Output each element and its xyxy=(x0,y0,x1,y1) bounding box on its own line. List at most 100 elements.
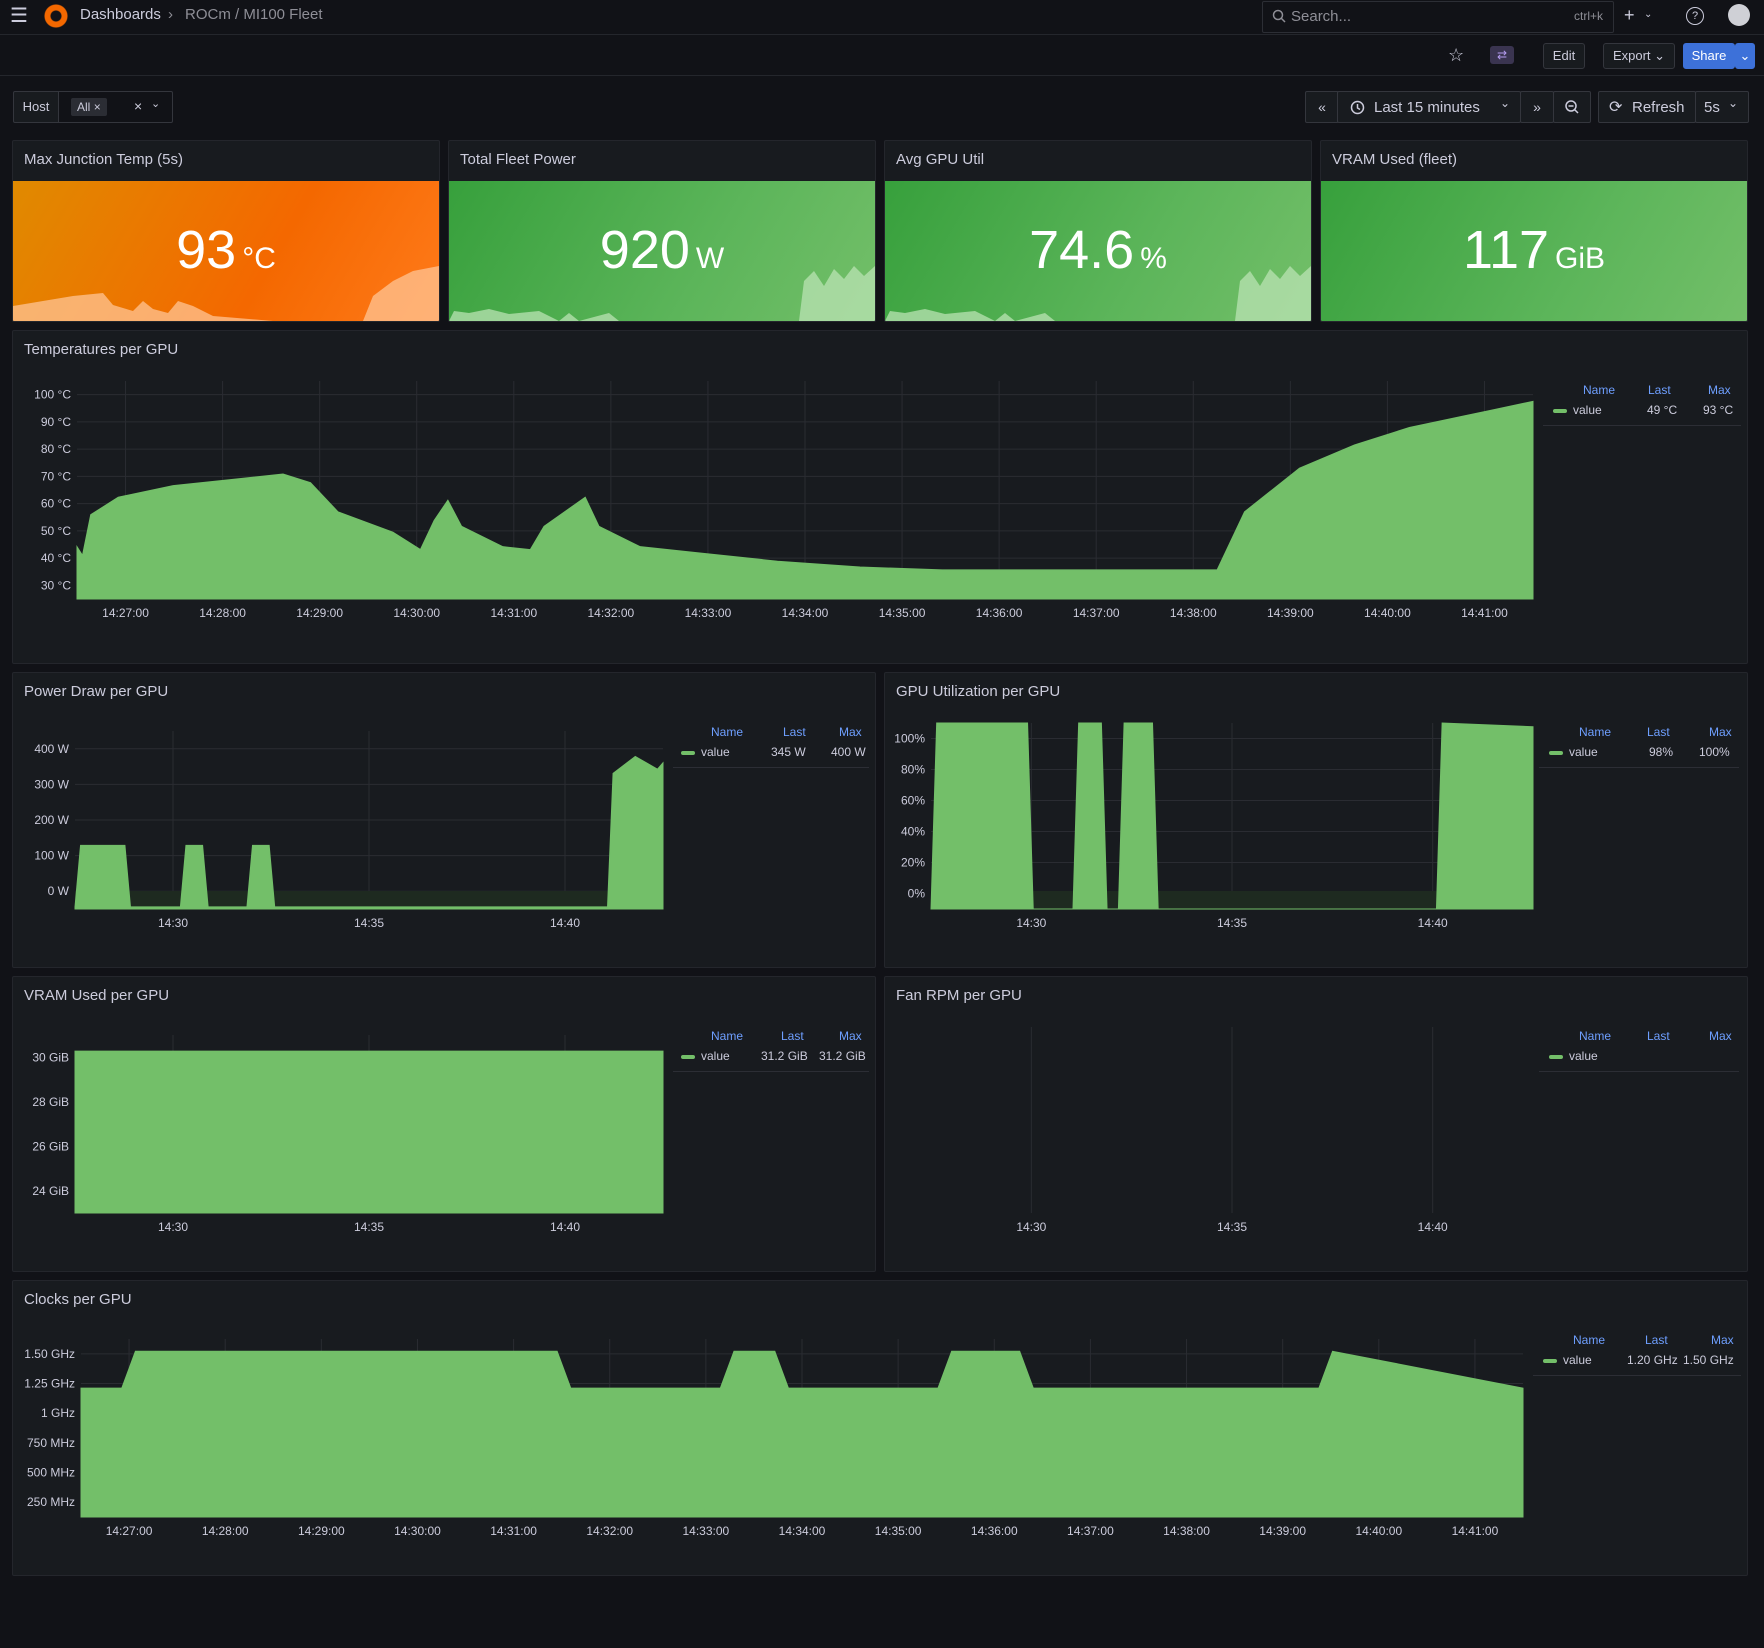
legend-series-name: value xyxy=(701,1049,730,1063)
sharing-icon[interactable]: ⇄ xyxy=(1490,46,1514,64)
legend-last-value: 345 W xyxy=(771,745,806,759)
series-area xyxy=(76,400,1534,600)
clear-icon[interactable]: × xyxy=(134,98,143,114)
share-button[interactable]: Share xyxy=(1683,43,1735,69)
time-shift-back-button[interactable]: « xyxy=(1305,91,1339,123)
search-input[interactable]: Search... ctrl+k xyxy=(1262,1,1614,33)
remove-chip-icon[interactable]: × xyxy=(93,100,101,114)
vram-chart[interactable]: 24 GiB 26 GiB 28 GiB 30 GiB 14:30 14:35 14:40 xyxy=(13,1015,673,1267)
x-tick-label: 14:35:00 xyxy=(879,606,926,620)
stat-panel-max-junction-temp[interactable]: Max Junction Temp (5s) 93 °C xyxy=(12,140,440,322)
legend-name-header[interactable]: Name xyxy=(1573,1333,1606,1347)
legend-series-name: value xyxy=(1563,1353,1592,1367)
dashboard-toolbar xyxy=(0,35,1764,76)
panel-gpu-utilization[interactable]: GPU Utilization per GPU 0% 20% 40% 60% 80% 10… xyxy=(884,672,1748,968)
y-tick-label: 1.25 GHz xyxy=(24,1377,75,1391)
refresh-interval-picker[interactable]: 5s ⌄ xyxy=(1695,91,1749,123)
chevron-down-icon[interactable]: ⌄ xyxy=(151,98,161,110)
x-tick-label: 14:30 xyxy=(158,1220,188,1234)
panel-vram-used[interactable]: VRAM Used per GPU 24 GiB 26 GiB 28 GiB 30 G… xyxy=(12,976,876,1272)
legend-last-header[interactable]: Last xyxy=(1647,1029,1670,1043)
legend-last-header[interactable]: Last xyxy=(1648,383,1671,397)
y-tick-label: 1.50 GHz xyxy=(24,1347,75,1361)
breadcrumb-dashboards[interactable]: Dashboards xyxy=(80,6,161,23)
panel-title: Max Junction Temp (5s) xyxy=(24,151,183,168)
time-range-label: Last 15 minutes xyxy=(1374,99,1480,116)
legend-max-header[interactable]: Max xyxy=(1709,1029,1732,1043)
share-menu-chevron-icon[interactable]: ⌄ xyxy=(1735,43,1755,69)
x-tick-label: 14:35 xyxy=(1217,916,1247,930)
add-icon[interactable]: + xyxy=(1624,5,1635,25)
refresh-button[interactable]: ⟳ Refresh xyxy=(1598,91,1696,123)
legend-last-header[interactable]: Last xyxy=(1647,725,1670,739)
panel-title: Total Fleet Power xyxy=(460,151,576,168)
zoom-out-button[interactable] xyxy=(1553,91,1591,123)
series-swatch xyxy=(1553,409,1567,413)
x-tick-label: 14:40:00 xyxy=(1355,1524,1402,1538)
utilization-chart[interactable]: 0% 20% 40% 60% 80% 100% 14:30 14:35 14:40 xyxy=(885,711,1539,963)
legend-last-header[interactable]: Last xyxy=(781,1029,804,1043)
avatar[interactable] xyxy=(1728,4,1750,26)
stat-panel-avg-gpu-util[interactable]: Avg GPU Util 74.6% xyxy=(884,140,1312,322)
search-placeholder: Search... xyxy=(1291,8,1352,25)
help-icon[interactable]: ? xyxy=(1686,7,1704,25)
legend-max-header[interactable]: Max xyxy=(839,1029,862,1043)
stat-panel-vram-used[interactable]: VRAM Used (fleet) 117 GiB xyxy=(1320,140,1748,322)
legend-max-header[interactable]: Max xyxy=(1711,1333,1734,1347)
edit-button[interactable]: Edit xyxy=(1543,43,1585,69)
y-tick-label: 30 GiB xyxy=(32,1050,69,1064)
legend-max-header[interactable]: Max xyxy=(1708,383,1731,397)
y-tick-label: 80% xyxy=(901,763,925,777)
panel-clocks[interactable]: Clocks per GPU 250 MHz 500 MHz 750 MHz 1 GH… xyxy=(12,1280,1748,1576)
stat-value: 93 °C xyxy=(13,219,439,281)
star-icon[interactable]: ☆ xyxy=(1448,45,1465,65)
legend-name-header[interactable]: Name xyxy=(711,1029,744,1043)
panel-title: VRAM Used (fleet) xyxy=(1332,151,1458,168)
time-range-picker[interactable]: Last 15 minutes ⌄ xyxy=(1337,91,1521,123)
grafana-logo-icon[interactable] xyxy=(44,4,68,28)
y-tick-label: 90 °C xyxy=(41,415,71,429)
legend-series-name: value xyxy=(1573,403,1602,417)
temperatures-chart[interactable]: 30 °C 40 °C 50 °C 60 °C 70 °C 80 °C 90 °C 100 °… xyxy=(13,369,1543,659)
export-button[interactable]: Export ⌄ xyxy=(1603,43,1675,69)
breadcrumb-separator: › xyxy=(168,6,173,23)
variable-chip[interactable]: All × xyxy=(71,98,107,116)
panel-power-draw[interactable]: Power Draw per GPU 0 W 100 W 200 W 300 W 400… xyxy=(12,672,876,968)
legend-name-header[interactable]: Name xyxy=(1583,383,1616,397)
legend-name-header[interactable]: Name xyxy=(711,725,744,739)
series-area xyxy=(74,1050,664,1214)
panel-temperatures[interactable]: Temperatures per GPU 30 °C 40 °C 50 °C 60 °… xyxy=(12,330,1748,664)
x-tick-label: 14:37:00 xyxy=(1067,1524,1114,1538)
time-shift-forward-button[interactable]: » xyxy=(1520,91,1554,123)
legend-row[interactable]: value 1.20 GHz 1.50 GHz xyxy=(1533,1353,1741,1376)
menu-icon[interactable]: ☰ xyxy=(10,5,28,27)
y-tick-label: 200 W xyxy=(34,813,69,827)
x-tick-label: 14:29:00 xyxy=(298,1524,345,1538)
legend: Name Last Max value 345 W 400 W xyxy=(673,725,869,768)
legend-series-name: value xyxy=(701,745,730,759)
legend: Name Last Max value 1.20 GHz 1.50 GHz xyxy=(1533,1333,1741,1376)
stat-value: 920 W xyxy=(449,219,875,281)
fan-chart[interactable]: 14:30 14:35 14:40 xyxy=(885,1015,1539,1267)
legend-row[interactable]: value xyxy=(1539,1049,1739,1072)
panel-fan-rpm[interactable]: Fan RPM per GPU 14:30 14:35 14:40 Name Las… xyxy=(884,976,1748,1272)
panel-title: GPU Utilization per GPU xyxy=(896,683,1061,700)
legend-row[interactable]: value 31.2 GiB 31.2 GiB xyxy=(673,1049,869,1072)
variable-host-select[interactable]: All × × ⌄ xyxy=(58,91,173,123)
legend-row[interactable]: value 98% 100% xyxy=(1539,745,1739,768)
stat-background: 117 GiB xyxy=(1321,181,1747,321)
chevron-down-icon[interactable]: ⌄ xyxy=(1644,9,1653,20)
stat-panel-total-fleet-power[interactable]: Total Fleet Power 920 W xyxy=(448,140,876,322)
x-tick-label: 14:41:00 xyxy=(1461,606,1508,620)
legend-last-header[interactable]: Last xyxy=(1645,1333,1668,1347)
legend-row[interactable]: value 345 W 400 W xyxy=(673,745,869,768)
power-chart[interactable]: 0 W 100 W 200 W 300 W 400 W 14:30 14:35 14:40 xyxy=(13,711,673,963)
legend-name-header[interactable]: Name xyxy=(1579,1029,1612,1043)
stat-background: 93 °C xyxy=(13,181,439,321)
legend-max-header[interactable]: Max xyxy=(1709,725,1732,739)
legend-last-header[interactable]: Last xyxy=(783,725,806,739)
clocks-chart[interactable]: 250 MHz 500 MHz 750 MHz 1 GHz 1.25 GHz 1.50 G… xyxy=(13,1319,1533,1571)
legend-name-header[interactable]: Name xyxy=(1579,725,1612,739)
legend-max-header[interactable]: Max xyxy=(839,725,862,739)
legend-row[interactable]: value 49 °C 93 °C xyxy=(1543,403,1741,426)
